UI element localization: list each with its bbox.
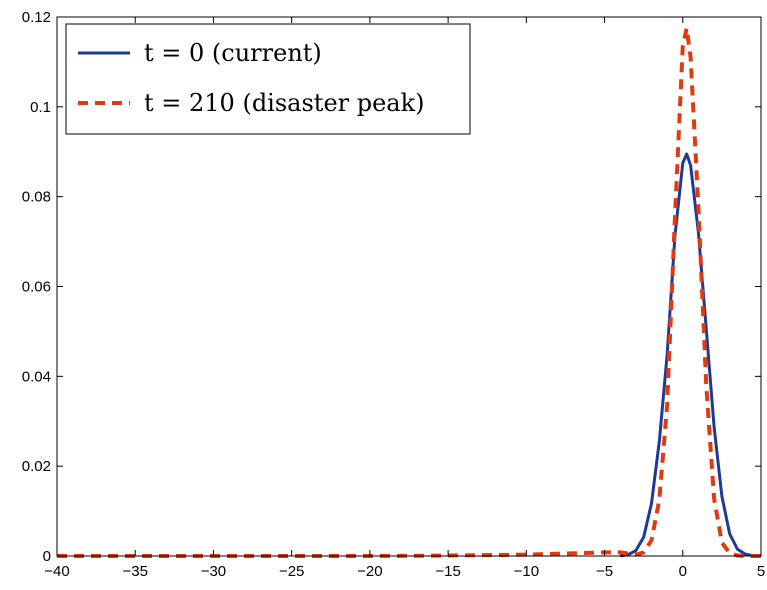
legend: t = 0 (current) t = 210 (disaster peak) [65, 23, 471, 135]
x-tick-label: −20 [357, 563, 382, 580]
x-tick-label: −40 [44, 563, 69, 580]
ticks-layer: −40 −35 −30 −25 −20 −15 −10 −5 0 5 0 0.02 0.04 0.06 0.… [22, 9, 765, 580]
y-tick-label: 0.04 [22, 368, 51, 385]
y-tick-label: 0.12 [22, 9, 51, 26]
x-tick-label: −35 [122, 563, 147, 580]
x-tick-label: −25 [279, 563, 304, 580]
y-tick-label: 0.06 [22, 279, 51, 296]
y-tick-label: 0.02 [22, 458, 51, 475]
y-tick-label: 0.1 [30, 99, 51, 116]
y-tick-label: 0 [43, 548, 51, 565]
x-tick-label: −30 [201, 563, 226, 580]
legend-box [65, 23, 471, 135]
x-tick-label: 5 [757, 563, 765, 580]
x-tick-label: −5 [596, 563, 613, 580]
legend-label-2: t = 210 (disaster peak) [144, 89, 425, 117]
legend-label-1: t = 0 (current) [144, 39, 322, 67]
x-tick-label: −15 [435, 563, 460, 580]
series-line-1 [619, 152, 762, 558]
x-tick-label: −10 [514, 563, 539, 580]
x-tick-label: 0 [679, 563, 687, 580]
y-tick-label: 0.08 [22, 189, 51, 206]
